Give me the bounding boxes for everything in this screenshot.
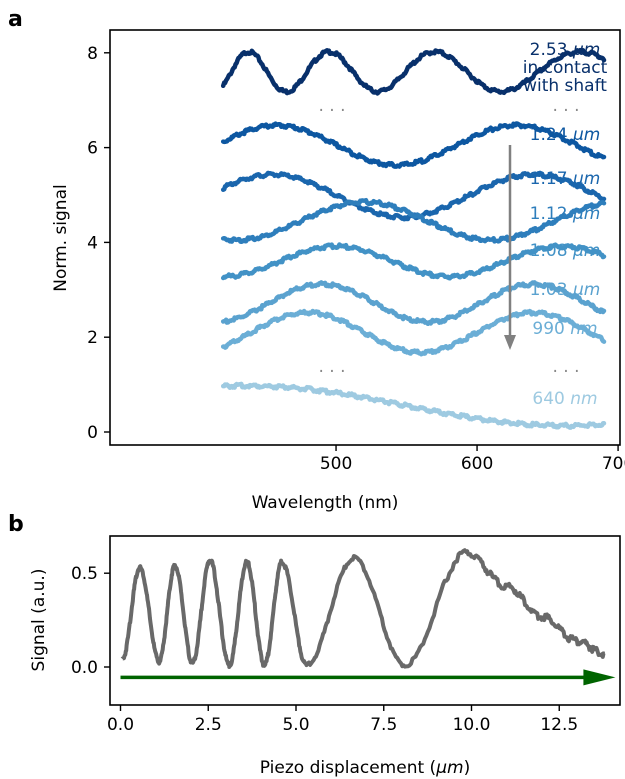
y-axis-label: Norm. signal: [51, 184, 71, 291]
series-line-4: [220, 197, 607, 245]
series-label-unit: μm: [572, 169, 600, 189]
y-tick-label: 0.5: [71, 564, 98, 584]
panel-b-chart: 0.0 2.5 5.0 7.5 10.0 12.5 0.0 0.5 Piezo displace…: [29, 535, 621, 778]
x-tick-label: 700: [602, 454, 625, 474]
series-line-1: [220, 47, 607, 96]
series-label-value: 1.03: [530, 280, 573, 300]
y-tick-label: 4: [87, 233, 98, 253]
series-label-4: 1.12 μm: [530, 204, 601, 224]
series-label-value: 1.24: [530, 125, 573, 145]
series-line-8: [220, 381, 607, 430]
displacement-arrow-head: [583, 669, 616, 686]
series-label-value: 1.12: [530, 204, 573, 224]
separator-dots: · · ·: [552, 101, 579, 121]
series-label-unit: μm: [572, 241, 600, 261]
x-axis-label-part: ): [464, 758, 471, 778]
series-label-5: 1.08 μm: [530, 241, 601, 261]
series-label-1: 2.53 μm: [530, 40, 601, 60]
series-label-8: 640 nm: [532, 389, 597, 409]
x-tick-label: 10.0: [453, 715, 491, 735]
x-axis-label-part: μm: [435, 758, 463, 778]
y-tick-label: 8: [87, 44, 98, 64]
y-tick-label: 0: [87, 423, 98, 443]
series-label-unit: μm: [572, 280, 600, 300]
series-line-7: [220, 308, 607, 357]
x-tick-label: 600: [461, 454, 493, 474]
series-label-value: 2.53: [530, 40, 573, 60]
series-label-6: 1.03 μm: [530, 280, 601, 300]
y-tick-label: 6: [87, 139, 98, 159]
plot-frame: [109, 535, 621, 706]
x-tick-label: 5.0: [282, 715, 309, 735]
series-label-unit: nm: [570, 319, 597, 339]
x-tick-label: 500: [320, 454, 352, 474]
panel-b-letter: b: [8, 512, 24, 537]
x-tick-label: 0.0: [107, 715, 134, 735]
series-label-2: 1.24 μm: [530, 125, 601, 145]
panel-a-chart: 500 600 700 0 2 4 6 8 Wavelength (nm) Norm. signa…: [51, 29, 625, 513]
x-axis-label: Piezo displacement (μm): [260, 758, 470, 778]
series-label-note: in contact: [523, 58, 608, 78]
series-label-note: with shaft: [523, 76, 607, 96]
x-tick-label: 2.5: [195, 715, 222, 735]
series-label-value: 1.17: [530, 169, 573, 189]
separator-dots: · · ·: [318, 362, 345, 382]
arrow-head: [504, 335, 516, 350]
series-label-value: 990: [532, 319, 570, 339]
series-label-unit: μm: [572, 40, 600, 60]
plot-frame: [109, 29, 621, 446]
separator-dots: · · ·: [552, 362, 579, 382]
series-line-2: [220, 121, 607, 169]
series-label-value: 640: [532, 389, 570, 409]
x-axis-label-part: Piezo displacement (: [260, 758, 436, 778]
series-label-7: 990 nm: [532, 319, 597, 339]
series-label-unit: μm: [572, 204, 600, 224]
series-label-value: 1.08: [530, 241, 573, 261]
series-line-5: [220, 242, 607, 281]
panel-a-letter: a: [8, 7, 23, 32]
y-axis-label: Signal (a.u.): [29, 569, 49, 672]
x-axis-label: Wavelength (nm): [252, 493, 399, 513]
separator-dots: · · ·: [318, 101, 345, 121]
y-tick-label: 0.0: [71, 658, 98, 678]
x-tick-label: 12.5: [540, 715, 578, 735]
signal-line: [120, 548, 607, 669]
series-label-unit: nm: [570, 389, 597, 409]
series-line-6: [220, 280, 607, 327]
y-tick-label: 2: [87, 328, 98, 348]
series-label-3: 1.17 μm: [530, 169, 601, 189]
series-label-unit: μm: [572, 125, 600, 145]
x-tick-label: 7.5: [370, 715, 397, 735]
